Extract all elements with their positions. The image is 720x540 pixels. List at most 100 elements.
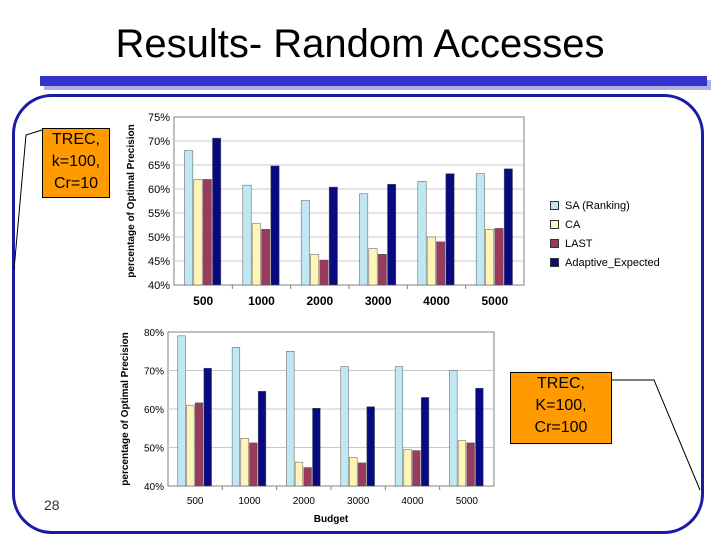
top-ylabel: percentage of Optimal Precision — [126, 124, 137, 277]
bottom-bar-sa-3000 — [340, 366, 349, 487]
top-bar-sa-4000 — [417, 181, 427, 286]
legend-item-ca: CA — [550, 215, 690, 234]
top-bar-ae-5000 — [503, 168, 513, 286]
callout-bottom: TREC, K=100, Cr=100 — [510, 372, 612, 444]
top-bar-last-1000 — [261, 229, 271, 286]
bottom-bar-sa-1000 — [231, 347, 241, 487]
chart-legend: SA (Ranking) CA LAST Adaptive_Expected — [550, 196, 690, 272]
top-ytick-label: 50% — [148, 232, 170, 244]
top-bar-sa-1000 — [242, 184, 252, 286]
top-ytick-label: 40% — [148, 280, 170, 292]
top-bar-ae-4000 — [445, 173, 455, 286]
callout-bottom-line-2: K=100, — [535, 397, 587, 414]
bottom-ytick-label: 80% — [144, 328, 164, 339]
top-bar-ae-3000 — [387, 183, 397, 286]
bottom-xlabel: Budget — [314, 514, 349, 525]
top-bar-last-3000 — [377, 254, 387, 286]
bottom-ytick-label: 40% — [144, 482, 164, 493]
slide-number: 28 — [44, 497, 60, 513]
bottom-ytick-label: 60% — [144, 405, 164, 416]
top-ytick-label: 45% — [148, 256, 170, 268]
legend-item-last: LAST — [550, 234, 690, 253]
legend-label-ae: Adaptive_Expected — [565, 256, 660, 269]
bottom-bar-ca-5000 — [457, 440, 467, 487]
top-bar-ca-3000 — [368, 248, 378, 286]
callout-top-line-2: k=100, — [51, 153, 101, 170]
top-bar-sa-5000 — [475, 173, 485, 286]
bottom-ytick-label: 70% — [144, 367, 164, 378]
callout-top-pointer — [13, 129, 43, 271]
top-bar-ae-2000 — [328, 186, 338, 286]
bottom-category-label-4000: 4000 — [401, 496, 424, 507]
callout-bottom-line-3: Cr=100 — [534, 419, 588, 436]
top-bar-sa-3000 — [359, 193, 369, 286]
bottom-category-label-1000: 1000 — [238, 496, 261, 507]
top-bar-last-2000 — [319, 259, 329, 286]
bottom-bar-ae-500 — [203, 367, 212, 487]
top-ytick-label: 75% — [148, 112, 170, 124]
bottom-bar-ca-3000 — [349, 457, 358, 487]
top-bar-sa-500 — [184, 150, 194, 286]
top-category-label-2000: 2000 — [306, 294, 333, 308]
bottom-category-label-3000: 3000 — [347, 496, 370, 507]
top-bar-ae-500 — [212, 137, 222, 286]
legend-item-sa: SA (Ranking) — [550, 196, 690, 215]
bottom-category-label-500: 500 — [187, 496, 204, 507]
slide-title: Results- Random Accesses — [115, 22, 605, 66]
bottom-category-label-2000: 2000 — [293, 496, 316, 507]
bottom-bar-last-4000 — [412, 450, 421, 487]
bottom-bar-last-1000 — [249, 442, 258, 487]
top-bar-last-4000 — [436, 241, 446, 286]
top-category-label-5000: 5000 — [481, 294, 508, 308]
top-bar-last-500 — [202, 179, 212, 286]
title-bar — [40, 76, 707, 86]
callout-top-line-3: Cr=10 — [53, 175, 99, 192]
legend-swatch-ae — [550, 258, 559, 267]
bottom-bar-sa-500 — [177, 335, 186, 487]
top-category-label-1000: 1000 — [248, 294, 275, 308]
legend-swatch-last — [550, 239, 559, 248]
bottom-bar-ae-5000 — [475, 387, 484, 487]
top-ytick-label: 55% — [148, 208, 170, 220]
bottom-ylabel: percentage of Optimal Precision — [120, 332, 131, 485]
bottom-bar-ca-4000 — [403, 449, 412, 487]
bottom-bar-sa-4000 — [394, 366, 404, 487]
top-bar-ae-1000 — [270, 165, 280, 286]
callout-bottom-line-1: TREC, — [537, 375, 585, 392]
top-bar-sa-2000 — [300, 200, 310, 286]
legend-item-ae: Adaptive_Expected — [550, 253, 690, 272]
bottom-bar-last-2000 — [303, 467, 312, 487]
top-category-label-500: 500 — [193, 294, 213, 308]
bottom-category-label-5000: 5000 — [456, 496, 479, 507]
legend-label-ca: CA — [565, 218, 581, 231]
top-bar-last-5000 — [494, 228, 504, 286]
bottom-ytick-label: 50% — [144, 444, 164, 455]
top-bar-ca-4000 — [426, 236, 436, 286]
legend-swatch-sa — [550, 201, 559, 210]
callout-top-line-1: TREC, — [52, 131, 100, 148]
legend-label-sa: SA (Ranking) — [565, 199, 630, 212]
top-category-label-4000: 4000 — [423, 294, 450, 308]
top-bar-ca-500 — [193, 179, 203, 286]
top-ytick-label: 70% — [148, 136, 170, 148]
bottom-bar-sa-2000 — [286, 351, 295, 487]
top-ytick-label: 60% — [148, 184, 170, 196]
bottom-bar-last-5000 — [466, 442, 475, 487]
bottom-bar-last-500 — [194, 402, 204, 487]
bottom-bar-ca-1000 — [240, 438, 249, 487]
bottom-bar-last-3000 — [357, 462, 367, 487]
callout-top: TREC, k=100, Cr=10 — [42, 128, 110, 198]
top-plot-area — [173, 116, 525, 286]
content-frame — [12, 94, 704, 534]
top-ytick-label: 65% — [148, 160, 170, 172]
legend-swatch-ca — [550, 220, 559, 229]
legend-label-last: LAST — [565, 237, 593, 250]
bottom-bar-sa-5000 — [449, 370, 458, 487]
bottom-bar-ae-3000 — [366, 406, 375, 487]
bottom-bar-ae-4000 — [420, 397, 430, 487]
top-bar-ca-1000 — [251, 223, 261, 286]
bottom-bar-ca-500 — [186, 404, 195, 487]
